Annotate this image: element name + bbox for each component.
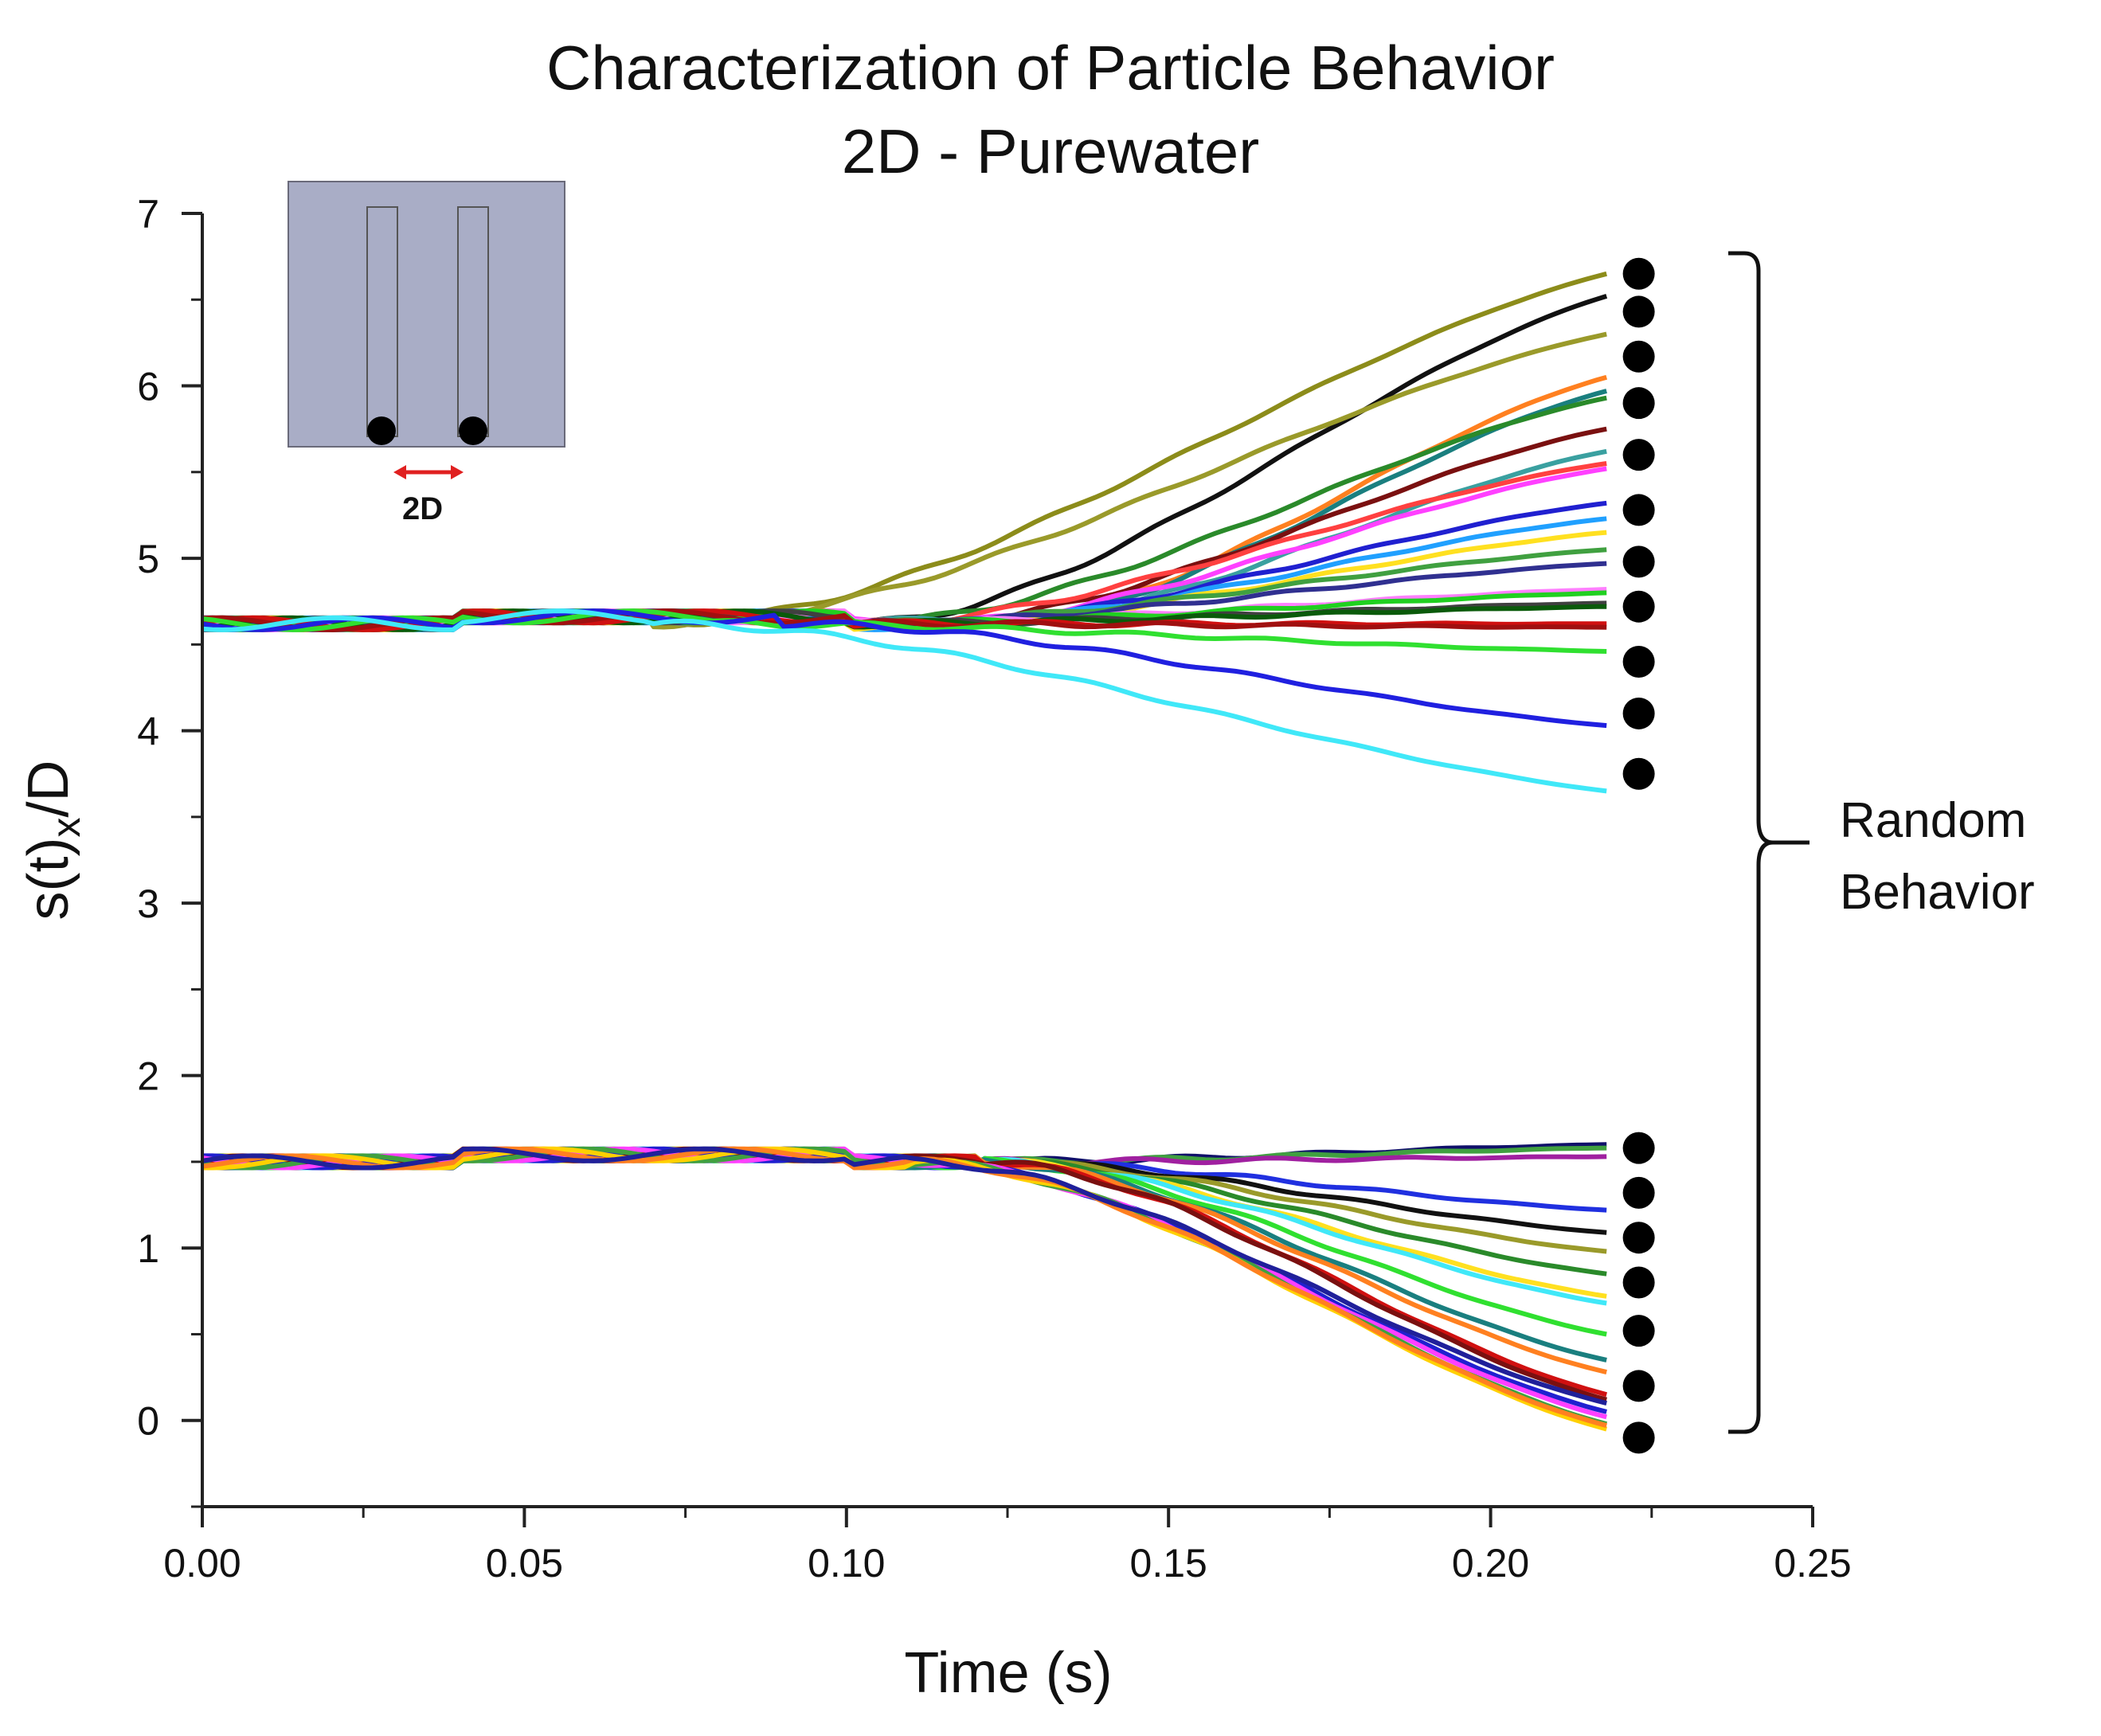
particle-marker [1622,494,1655,526]
particle-marker [1622,1132,1655,1164]
particle-marker [1622,1315,1655,1347]
upper-group-series-line [201,608,1607,794]
y-tick-label: 7 [137,192,159,237]
annotation-line-2: Behavior [1840,865,2035,920]
lower-group-series-line [201,1146,1608,1429]
particle-marker [1622,1370,1655,1402]
upper-group-series-line [201,608,1607,654]
y-tick-label: 5 [137,537,159,581]
particle-marker [1622,1421,1655,1454]
y-tick-label: 1 [137,1226,159,1271]
annotation-line-1: Random [1840,793,2027,848]
x-tick-label: 0.05 [486,1541,563,1585]
inset-particle-left [367,416,396,445]
marker-layer [1622,257,1655,1454]
inset-schematic [288,181,565,479]
inset-arrow-head-right [451,465,464,479]
y-axis-label-tail: /D [16,760,80,818]
x-tick-label: 0.10 [808,1541,885,1585]
y-axis-label-main: s(t) [16,837,80,921]
particle-marker [1622,257,1655,290]
x-tick-label: 0.25 [1774,1541,1851,1585]
particle-marker [1622,1222,1655,1254]
y-tick-label: 3 [137,882,159,926]
lower-group-series-line [201,1146,1607,1306]
particle-marker [1622,757,1655,790]
particle-marker [1622,645,1655,678]
upper-group-series-line [201,608,1607,729]
tick-layer: 0.00 0.05 0.10 0.15 0.20 0.25 0 1 2 3 4 5 6 7 [137,192,1851,1585]
y-tick-label: 6 [137,365,159,409]
chart-subtitle: 2D - Purewater [841,116,1260,186]
lower-group-series-line [201,1146,1607,1406]
particle-marker [1622,697,1655,729]
inset-label: 2D [402,491,444,526]
inset-particle-right [459,416,487,445]
particle-marker [1622,1176,1655,1209]
lower-group-series-line [201,1146,1607,1337]
y-axis-label: s(t)x/D [16,760,89,921]
chart-title: Characterization of Particle Behavior [546,33,1555,103]
x-tick-label: 0.15 [1130,1541,1207,1585]
x-tick-label: 0.20 [1452,1541,1529,1585]
inset-background [288,181,565,448]
x-axis-label: Time (s) [904,1641,1113,1705]
lower-group-series-line [202,1146,1607,1414]
y-tick-label: 2 [137,1054,159,1099]
upper-group-series-line [201,461,1607,632]
series-layer [201,271,1608,1432]
particle-marker [1622,1266,1655,1299]
y-tick-label: 0 [137,1399,159,1444]
y-axis-label-sub: x [44,817,89,838]
particle-marker [1622,439,1655,471]
random-behavior-bracket [1728,251,1810,1434]
lower-group-series-line [201,1146,1607,1299]
x-tick-label: 0.00 [163,1541,241,1585]
y-tick-label: 4 [137,710,159,754]
lower-group-series-line [201,1146,1607,1402]
particle-marker [1622,545,1655,578]
particle-marker [1622,387,1655,420]
particle-marker [1622,295,1655,328]
inset-arrow-head-left [393,465,406,479]
particle-marker [1622,340,1655,373]
particle-marker [1622,590,1655,623]
